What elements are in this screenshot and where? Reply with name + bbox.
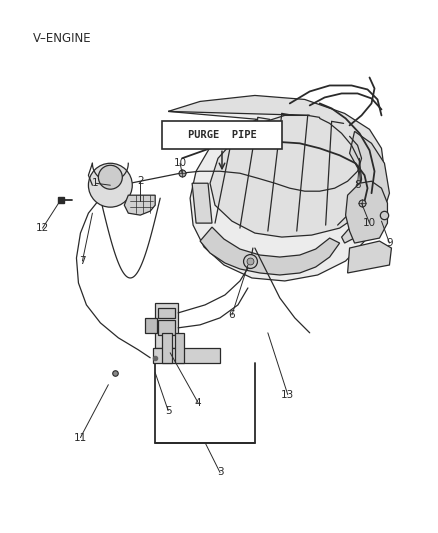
- Polygon shape: [162, 333, 172, 363]
- Text: 3: 3: [217, 467, 223, 478]
- Text: 1: 1: [92, 178, 99, 188]
- Text: V–ENGINE: V–ENGINE: [32, 32, 91, 45]
- Polygon shape: [124, 195, 155, 215]
- Polygon shape: [158, 320, 175, 335]
- FancyBboxPatch shape: [162, 122, 282, 149]
- Text: 10: 10: [173, 158, 187, 168]
- Circle shape: [88, 163, 132, 207]
- Polygon shape: [158, 308, 175, 318]
- Polygon shape: [168, 95, 385, 237]
- Circle shape: [99, 165, 122, 189]
- Text: 6: 6: [229, 310, 235, 320]
- Polygon shape: [155, 303, 178, 348]
- Text: 13: 13: [281, 390, 294, 400]
- Text: 5: 5: [165, 406, 171, 416]
- Text: 10: 10: [363, 218, 376, 228]
- Text: 2: 2: [137, 176, 144, 186]
- Text: 7: 7: [79, 256, 86, 266]
- Polygon shape: [175, 333, 184, 363]
- Polygon shape: [346, 181, 388, 243]
- Polygon shape: [145, 318, 157, 333]
- Text: 8: 8: [354, 180, 361, 190]
- Text: PURGE  PIPE: PURGE PIPE: [187, 131, 256, 140]
- Polygon shape: [168, 101, 385, 281]
- Polygon shape: [153, 348, 220, 363]
- Text: 4: 4: [195, 398, 201, 408]
- Polygon shape: [348, 241, 392, 273]
- Polygon shape: [192, 183, 212, 223]
- Text: 12: 12: [36, 223, 49, 233]
- Polygon shape: [200, 227, 339, 275]
- Polygon shape: [342, 131, 389, 243]
- Text: 9: 9: [386, 238, 393, 248]
- Text: 11: 11: [74, 433, 87, 442]
